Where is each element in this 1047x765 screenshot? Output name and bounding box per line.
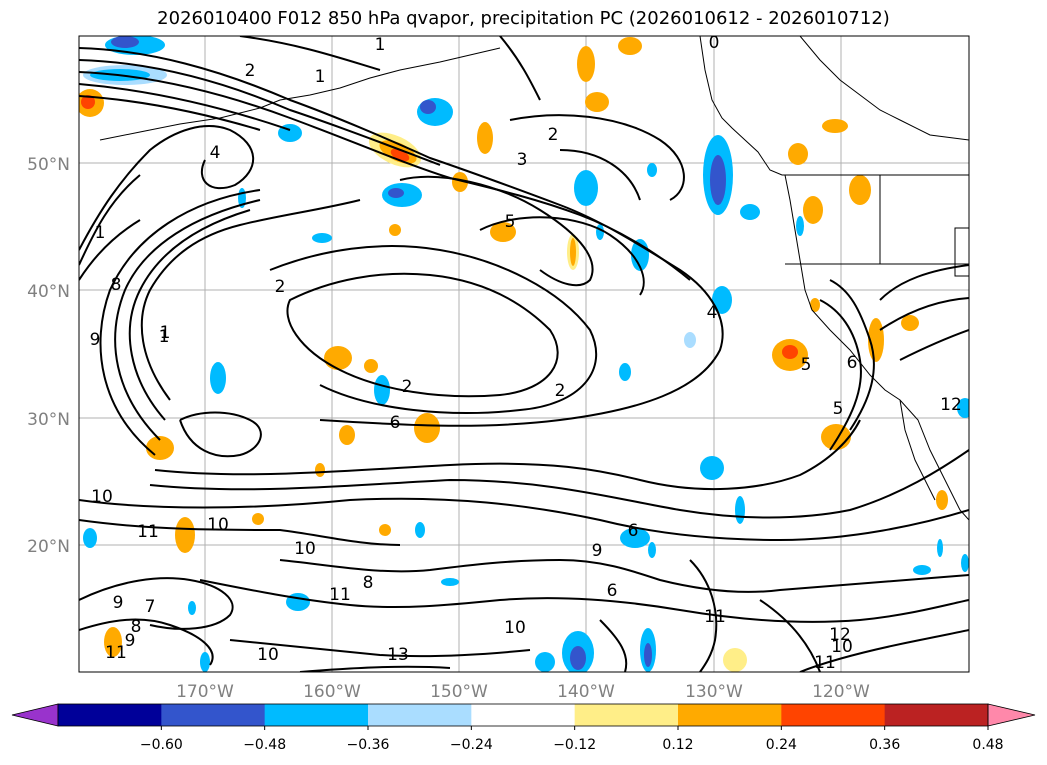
contour-label: 2 — [555, 381, 566, 401]
contour-label: 3 — [517, 150, 528, 170]
contour-label: 9 — [592, 541, 603, 561]
contour-label: 9 — [125, 631, 136, 651]
contour-label: 5 — [833, 399, 844, 419]
colorbar-tick-label: 0.48 — [972, 737, 1003, 753]
contour-label: 12 — [829, 625, 851, 645]
contour-label: 0 — [709, 33, 720, 53]
lat-labels: 50°N 40°N 30°N 20°N — [27, 155, 70, 557]
colorbar-ticks: −0.60 −0.48 −0.36 −0.24 −0.12 0.12 0.24 0.36 0.4… — [140, 726, 1004, 753]
colorbar-segment — [781, 704, 886, 726]
contour-label: 1 — [159, 327, 170, 347]
contour-label: 5 — [801, 355, 812, 375]
lon-label-140: 140°W — [557, 682, 615, 702]
colorbar-segment — [161, 704, 266, 726]
lon-label-130: 130°W — [685, 682, 743, 702]
colorbar-segment — [574, 704, 679, 726]
colorbar-frame — [57, 703, 989, 727]
contour-label: 8 — [131, 617, 142, 637]
colorbar-tick-label: 0.24 — [766, 737, 797, 753]
contour-label: 11 — [704, 607, 726, 627]
contour-label: 4 — [707, 303, 718, 323]
contour-label: 11 — [137, 522, 159, 542]
map-title: 2026010400 F012 850 hPa qvapor, precipit… — [157, 8, 890, 29]
contour-label: 11 — [329, 585, 351, 605]
colorbar-extend-high — [987, 703, 1036, 727]
colorbar-tick-label: −0.48 — [243, 737, 286, 753]
lat-label-40: 40°N — [27, 282, 70, 302]
colorbar-tick-label: 0.36 — [869, 737, 900, 753]
lat-label-30: 30°N — [27, 410, 70, 430]
map-area — [79, 36, 969, 672]
contour-label: 6 — [628, 521, 639, 541]
colorbar-segment — [678, 704, 782, 726]
contour-label: 2 — [402, 377, 413, 397]
lat-label-50: 50°N — [27, 155, 70, 175]
colorbar-segment — [471, 704, 576, 726]
colorbar-tick-label: −0.60 — [140, 737, 183, 753]
contour-label: 11 — [105, 643, 127, 663]
contour-label: 10 — [91, 487, 113, 507]
lon-label-170: 170°W — [176, 682, 234, 702]
contour-label: 9 — [113, 593, 124, 613]
lon-labels: 170°W 160°W 150°W 140°W 130°W 120°W — [176, 682, 870, 702]
contour-label: 2 — [548, 125, 559, 145]
contour-label: 5 — [505, 212, 516, 232]
colorbar-tick-label: 0.12 — [662, 737, 693, 753]
contour-label: 8 — [363, 573, 374, 593]
contour-label: 1 — [160, 323, 171, 343]
contour-label: 7 — [145, 597, 156, 617]
colorbar-segment — [884, 704, 989, 726]
contour-label: 11 — [814, 653, 836, 673]
contour-label: 4 — [210, 143, 221, 163]
contour-label: 8 — [111, 275, 122, 295]
lon-label-120: 120°W — [812, 682, 870, 702]
map-frame — [78, 35, 970, 673]
colorbar-tick-label: −0.12 — [553, 737, 596, 753]
contour-label: 10 — [294, 539, 316, 559]
contour-label: 6 — [390, 413, 401, 433]
contour-label: 13 — [387, 645, 409, 665]
contour-label: 9 — [90, 330, 101, 350]
contour-label: 10 — [257, 645, 279, 665]
contour-label: 2 — [245, 61, 256, 81]
contours — [79, 36, 969, 672]
lon-label-160: 160°W — [303, 682, 361, 702]
colorbar-segment — [368, 704, 472, 726]
contour-label: 1 — [315, 67, 326, 87]
colorbar-segment — [58, 704, 162, 726]
lon-label-150: 150°W — [430, 682, 488, 702]
contour-label: 6 — [607, 581, 618, 601]
contour-label: 6 — [847, 353, 858, 373]
contour-label: 12 — [940, 395, 962, 415]
colorbar-tick-label: −0.24 — [450, 737, 493, 753]
contour-label: 10 — [831, 637, 853, 657]
colorbar-extend-low — [11, 703, 59, 727]
contour-label: 10 — [207, 515, 229, 535]
contour-label: 1 — [375, 35, 386, 55]
colorbar-tick-label: −0.36 — [347, 737, 390, 753]
colorbar — [11, 703, 1036, 727]
lat-label-20: 20°N — [27, 537, 70, 557]
contour-label: 2 — [275, 277, 286, 297]
colorbar-segment — [264, 704, 369, 726]
contour-label: 10 — [504, 618, 526, 638]
contour-label: 1 — [95, 223, 106, 243]
